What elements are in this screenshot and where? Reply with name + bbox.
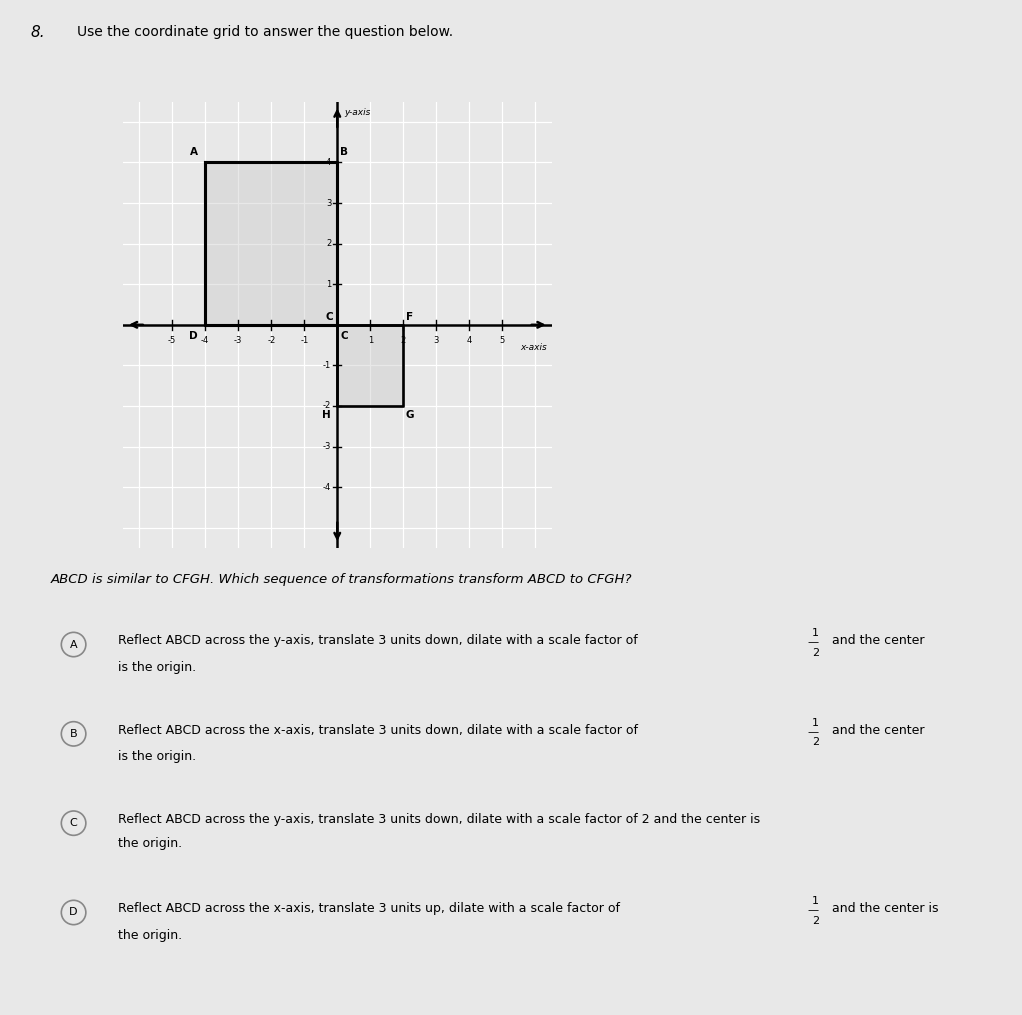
Text: -1: -1 (300, 336, 309, 345)
Text: G: G (406, 410, 414, 420)
Text: —: — (808, 727, 819, 737)
Text: Reflect ABCD across the y-axis, translate 3 units down, dilate with a scale fact: Reflect ABCD across the y-axis, translat… (118, 634, 638, 648)
Text: -4: -4 (323, 483, 331, 491)
Text: -2: -2 (267, 336, 275, 345)
Text: x-axis: x-axis (520, 343, 547, 352)
Text: —: — (808, 637, 819, 648)
Text: Reflect ABCD across the x-axis, translate 3 units up, dilate with a scale factor: Reflect ABCD across the x-axis, translat… (118, 902, 619, 916)
Text: 1: 1 (812, 718, 819, 728)
Text: D: D (69, 907, 78, 918)
Text: Use the coordinate grid to answer the question below.: Use the coordinate grid to answer the qu… (77, 25, 453, 40)
Text: 1: 1 (812, 896, 819, 906)
Polygon shape (205, 162, 337, 325)
Text: 1: 1 (812, 628, 819, 638)
Text: 3: 3 (326, 199, 331, 207)
Text: Reflect ABCD across the x-axis, translate 3 units down, dilate with a scale fact: Reflect ABCD across the x-axis, translat… (118, 724, 638, 737)
Text: 1: 1 (326, 280, 331, 288)
Text: —: — (808, 905, 819, 916)
Text: F: F (406, 313, 413, 323)
Text: the origin.: the origin. (118, 837, 182, 851)
Text: A: A (190, 147, 197, 157)
Text: y-axis: y-axis (344, 108, 371, 117)
Text: C: C (325, 313, 333, 323)
Text: C: C (69, 818, 78, 828)
Text: and the center: and the center (832, 634, 925, 648)
Text: B: B (340, 147, 347, 157)
Text: 3: 3 (433, 336, 439, 345)
Text: 4: 4 (326, 158, 331, 166)
Text: the origin.: the origin. (118, 929, 182, 942)
Polygon shape (337, 325, 404, 406)
Text: 4: 4 (467, 336, 472, 345)
Text: -4: -4 (201, 336, 210, 345)
Text: B: B (69, 729, 78, 739)
Text: 2: 2 (326, 240, 331, 248)
Text: 2: 2 (812, 737, 819, 747)
Text: -3: -3 (234, 336, 242, 345)
Text: H: H (322, 410, 331, 420)
Text: A: A (69, 639, 78, 650)
Text: 2: 2 (812, 648, 819, 658)
Text: C: C (340, 331, 349, 341)
Text: 8.: 8. (31, 25, 45, 41)
Text: -3: -3 (323, 443, 331, 451)
Text: -1: -1 (323, 361, 331, 369)
Text: 1: 1 (368, 336, 373, 345)
Text: -5: -5 (168, 336, 176, 345)
Text: ABCD is similar to CFGH. Which sequence of transformations transform ABCD to CFG: ABCD is similar to CFGH. Which sequence … (51, 573, 633, 587)
Text: and the center is: and the center is (832, 902, 938, 916)
Text: 5: 5 (500, 336, 505, 345)
Text: and the center: and the center (832, 724, 925, 737)
Text: -2: -2 (323, 402, 331, 410)
Text: 2: 2 (812, 916, 819, 926)
Text: 2: 2 (401, 336, 406, 345)
Text: is the origin.: is the origin. (118, 661, 195, 674)
Text: Reflect ABCD across the y-axis, translate 3 units down, dilate with a scale fact: Reflect ABCD across the y-axis, translat… (118, 813, 759, 826)
Text: D: D (189, 331, 198, 341)
Text: is the origin.: is the origin. (118, 750, 195, 763)
